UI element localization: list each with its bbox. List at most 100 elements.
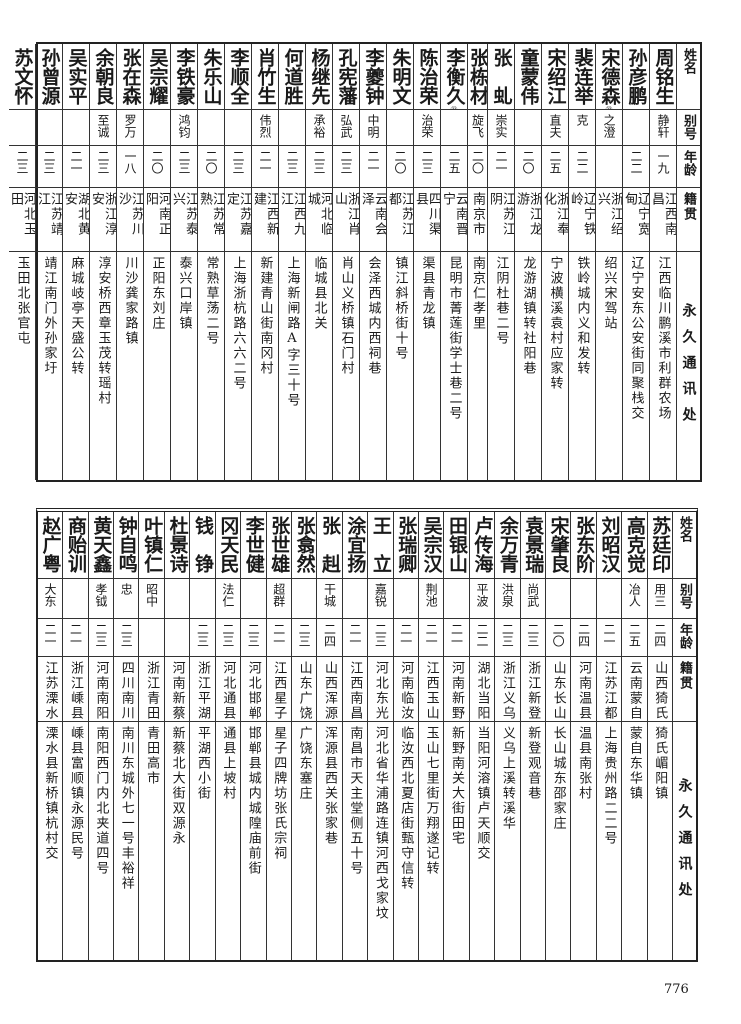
person-address: 宁波横溪袁村应家转 — [547, 256, 563, 391]
cell-address: 临汝西北夏店街甄守信转 — [394, 722, 418, 960]
person-alias: 洪泉 — [500, 583, 515, 607]
person-address: 长山城东邵家庄 — [550, 726, 566, 831]
person-column: 孔宪藩 弘武 二三 浙江肖山 肖山义桥镇石门村 — [332, 44, 359, 480]
person-alias: 罗万 — [123, 114, 137, 138]
person-column: 孙曾源 二三 江苏靖江 靖江南门外孙家圩 — [35, 44, 62, 480]
person-origin: 云南蒙自 — [626, 661, 642, 721]
cell-alias — [198, 110, 224, 146]
person-origin: 江苏川沙 — [117, 192, 143, 237]
cell-alias — [36, 110, 62, 146]
cell-alias: 直夫 — [542, 110, 568, 146]
cell-name: 余朝良 — [90, 44, 116, 110]
header-label-address: 永久通讯处 — [680, 303, 697, 433]
cell-alias: 荆池 — [418, 579, 444, 619]
cell-alias: 治荣 — [414, 110, 440, 146]
cell-age: 二四 — [317, 619, 342, 657]
cell-name: 杨继先 — [306, 44, 332, 110]
person-alias: 至诚 — [96, 114, 110, 138]
person-alias: 崇实 — [494, 114, 508, 138]
cell-address: 南川东城外七一号丰裕祥 — [114, 722, 138, 960]
person-alias: 之澄 — [602, 114, 616, 138]
cell-name: 李顺全 — [225, 44, 251, 110]
person-column: 苏廷印 用三 二四 山西猗氏 猗氏嵋阳镇 — [646, 512, 672, 960]
cell-address: 义乌上溪转溪华 — [495, 722, 519, 960]
cell-age: 二一 — [596, 619, 622, 657]
cell-age: 二五 — [542, 146, 568, 188]
cell-origin: 江苏川沙 — [117, 188, 143, 252]
cell-age: 二一 — [393, 619, 418, 657]
cell-name: 宋绍江 — [542, 44, 568, 110]
cell-address: 川沙龚家路镇 — [117, 252, 143, 480]
person-column: 余朝良 至诚 二三 浙江淳安 淳安桥西章玉茂转瑶村 — [89, 44, 116, 480]
person-name: 刘昭汉 — [598, 516, 621, 573]
cell-name: 张翕然 — [291, 512, 317, 579]
header-cell-alias: 别号 — [677, 110, 700, 146]
cell-address: 新野南关大街田宅 — [444, 722, 468, 960]
cell-origin: 河北东光 — [368, 657, 393, 722]
person-age: 二〇 — [521, 150, 535, 174]
person-age: 二三 — [96, 150, 110, 174]
cell-alias — [144, 110, 170, 146]
person-name: 杜景诗 — [166, 516, 189, 573]
cell-alias — [441, 110, 467, 146]
cell-alias: 旋飞 — [468, 110, 487, 146]
cell-alias — [571, 579, 596, 619]
roster-table-bottom: 姓名 别号 年龄 籍贯 永久通讯处 苏廷印 用三 二四 山西猗氏 猗氏嵋阳镇 高克觉 冶人 二五 云南蒙自… — [36, 508, 698, 962]
person-age: 二一 — [258, 150, 272, 174]
cell-address: 江阴杜巷二号 — [488, 252, 514, 480]
person-origin: 浙江龙游 — [515, 192, 541, 237]
person-column: 张栋材 旋飞 二〇 南京市 南京仁孝里 — [467, 44, 487, 480]
person-name: 钟自鸣 — [115, 516, 138, 573]
person-name: 冈天民 — [217, 516, 240, 573]
person-column: 吴宗汉 荆池 二一 江西玉山 玉山七里街万翔遂记转 — [417, 512, 444, 960]
cell-age: 二一 — [342, 619, 368, 657]
person-name: 袁景瑞 — [522, 516, 545, 573]
cell-name: 吴宗汉 — [418, 512, 444, 579]
cell-alias: 克 — [569, 110, 595, 146]
cell-age: 二三 — [495, 619, 520, 657]
person-alias: 直夫 — [548, 114, 562, 138]
person-address: 肖山义桥镇石门村 — [338, 256, 354, 376]
person-address: 猗氏嵋阳镇 — [652, 726, 668, 801]
cell-alias — [444, 579, 469, 619]
cell-age: 二三 — [241, 619, 266, 657]
person-column: 钱 铮二三 浙江平湖 平湖西小街 — [189, 512, 215, 960]
person-origin: 江苏江都 — [387, 192, 413, 237]
person-alias: 干城 — [322, 583, 337, 607]
person-address: 通县上坡村 — [220, 726, 236, 801]
cell-name: 吴宗耀 — [144, 44, 170, 110]
cell-name: 刘昭汉 — [596, 512, 622, 579]
page-number: 776 — [664, 982, 689, 997]
cell-name: 宋肇良 — [545, 512, 571, 579]
cell-address: 绍兴宋驾站 — [596, 252, 622, 480]
person-address: 星子四牌坊张氏宗祠 — [271, 726, 287, 861]
cell-age: 二一 — [488, 146, 514, 188]
cell-name: 王 立 — [368, 512, 393, 579]
person-origin: 河南正阳 — [144, 192, 170, 237]
person-name: 宋肇良 — [547, 516, 570, 573]
person-address: 江阴杜巷二号 — [493, 256, 509, 346]
person-age: 二一 — [347, 623, 362, 647]
cell-origin: 浙江平湖 — [190, 657, 215, 722]
person-origin: 四川渠县 — [414, 192, 440, 237]
cell-age: 二三 — [306, 146, 332, 188]
cell-origin: 山西浑源 — [317, 657, 342, 722]
person-address: 龙游湖镇转社阳巷 — [520, 256, 536, 376]
person-age: 二一 — [271, 623, 286, 647]
person-age: 二一 — [398, 623, 413, 647]
cell-address: 常熟草荡二号 — [198, 252, 224, 480]
person-name: 吴实平 — [65, 48, 88, 105]
person-origin: 云南会泽 — [360, 192, 386, 237]
person-name: 朱乐山 — [200, 48, 223, 105]
cell-address: 蒙自东华镇 — [622, 722, 646, 960]
cell-age: 二五 — [622, 619, 647, 657]
person-column: 王 立嘉锐 二三 河北东光 河北省华浦路连镇河西戈家坟 — [367, 512, 393, 960]
person-origin: 河北邯郸 — [245, 661, 261, 721]
person-column: 李铁豪 鸿钧 二三 江苏泰兴 泰兴口岸镇 — [170, 44, 197, 480]
cell-name: 孙彦鹏 — [623, 44, 649, 110]
person-origin: 浙江淳安 — [90, 192, 116, 237]
person-origin: 浙江青田 — [144, 661, 160, 721]
cell-alias: 之澄 — [596, 110, 622, 146]
cell-address: 溧水县新桥镇杭村交 — [38, 722, 62, 960]
person-age: 二三 — [42, 150, 56, 174]
